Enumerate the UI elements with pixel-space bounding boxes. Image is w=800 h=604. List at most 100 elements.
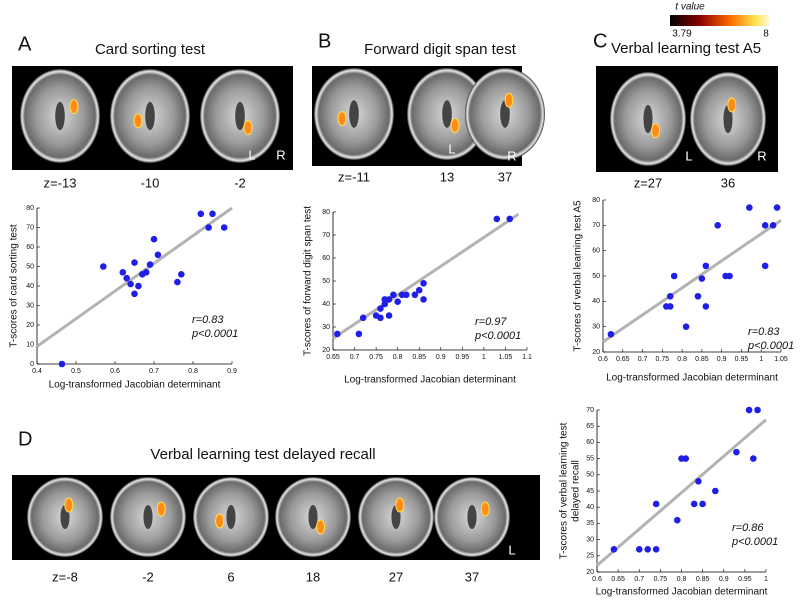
y-tick-label: 50 <box>586 472 594 479</box>
y-tick-label: 35 <box>586 520 594 527</box>
activation-blob <box>651 123 661 139</box>
data-point <box>754 406 761 414</box>
data-point <box>390 291 397 299</box>
ventricle <box>145 101 155 131</box>
x-tick-label: 0.75 <box>369 354 383 361</box>
x-tick-label: 0.85 <box>696 576 710 583</box>
hemisphere-label: L <box>248 147 255 162</box>
x-tick-label: 1 <box>759 356 763 363</box>
x-tick-label: 0.4 <box>32 368 42 375</box>
y-axis-label: T-scores of verbal learning test A5 <box>573 200 584 352</box>
data-point <box>377 305 384 312</box>
data-point <box>197 210 205 218</box>
y-tick-label: 60 <box>322 255 330 262</box>
data-point <box>652 500 660 508</box>
annotation: p<0.0001 <box>747 340 794 352</box>
y-tick-label: 60 <box>592 248 600 255</box>
panel-letter: C <box>593 30 607 52</box>
data-point <box>174 278 181 286</box>
activation-blob <box>395 497 405 513</box>
slice-label: 18 <box>306 569 320 584</box>
x-tick-label: 0.85 <box>695 356 709 363</box>
data-point <box>334 330 341 338</box>
x-tick-label: 1 <box>482 354 486 361</box>
data-point <box>146 261 154 268</box>
colorbar-max: 8 <box>763 29 769 40</box>
y-tick-label: 80 <box>26 205 34 212</box>
slice-label: z=-11 <box>338 169 370 184</box>
hemisphere-label: R <box>276 147 285 162</box>
y-tick-label: 30 <box>26 302 34 309</box>
y-tick-label: 50 <box>26 263 34 270</box>
data-point <box>178 271 185 278</box>
panel-title: Forward digit span test <box>364 41 517 58</box>
panel-letter: B <box>318 30 331 52</box>
data-point <box>699 500 706 508</box>
annotation: p<0.0001 <box>474 330 521 342</box>
data-point <box>355 330 363 338</box>
annotation: p<0.0001 <box>191 328 238 340</box>
x-axis-label: Log-transformed Jacobian determinant <box>606 373 778 384</box>
data-point <box>381 300 389 308</box>
data-point <box>694 292 702 300</box>
data-point <box>769 222 777 229</box>
annotation: p<0.0001 <box>731 536 778 548</box>
y-axis-label: T-scores of card sorting test <box>9 224 20 348</box>
data-point <box>402 291 410 299</box>
data-point <box>493 215 501 223</box>
slice-label: 27 <box>389 569 403 584</box>
activation-blob <box>69 99 79 115</box>
data-point <box>610 546 618 553</box>
x-tick-label: 1.1 <box>522 354 532 361</box>
data-point <box>682 455 690 462</box>
y-tick-label: 70 <box>26 224 34 231</box>
data-point <box>142 269 150 276</box>
activation-blob <box>156 501 166 517</box>
activation-blob <box>504 92 514 108</box>
data-point <box>666 292 674 300</box>
data-point <box>209 210 216 218</box>
data-point <box>695 477 702 485</box>
y-tick-label: 70 <box>586 407 594 414</box>
panel-title: Card sorting test <box>95 41 206 58</box>
x-axis-label: Log-transformed Jacobian determinant <box>344 375 516 386</box>
ventricle <box>308 505 318 529</box>
x-tick-label: 0.8 <box>677 576 687 583</box>
data-point <box>205 224 212 231</box>
x-tick-label: 0.85 <box>412 354 426 361</box>
ventricle <box>226 505 236 529</box>
data-point <box>119 269 127 276</box>
data-point <box>682 323 690 330</box>
data-point <box>726 272 733 280</box>
slice-label: -2 <box>234 175 246 190</box>
data-point <box>652 546 660 553</box>
x-tick-label: 0.95 <box>735 356 749 363</box>
data-point <box>746 204 753 211</box>
y-tick-label: 10 <box>26 341 34 348</box>
y-tick-label: 20 <box>26 322 34 329</box>
data-point <box>761 262 769 270</box>
data-point <box>154 251 162 259</box>
data-point <box>761 222 769 229</box>
fit-line <box>36 206 233 348</box>
annotation: r=0.86 <box>732 522 764 534</box>
x-tick-label: 0.7 <box>638 356 648 363</box>
x-tick-label: 0.7 <box>149 368 159 375</box>
y-tick-label: 40 <box>322 301 330 308</box>
data-point <box>123 274 130 282</box>
slice-label: 6 <box>227 569 234 584</box>
data-point <box>666 303 674 310</box>
x-tick-label: 0.9 <box>719 576 729 583</box>
x-tick-label: 0.6 <box>598 356 608 363</box>
data-point <box>673 516 681 524</box>
x-tick-label: 0.5 <box>71 368 81 375</box>
data-point <box>702 303 710 310</box>
data-point <box>58 360 66 368</box>
hemisphere-label: L <box>685 148 692 163</box>
y-tick-label: 40 <box>26 283 34 290</box>
y-tick-label: 45 <box>586 488 594 495</box>
y-tick-label: 20 <box>586 569 594 576</box>
data-point <box>420 280 427 287</box>
y-tick-label: 0 <box>30 361 34 368</box>
